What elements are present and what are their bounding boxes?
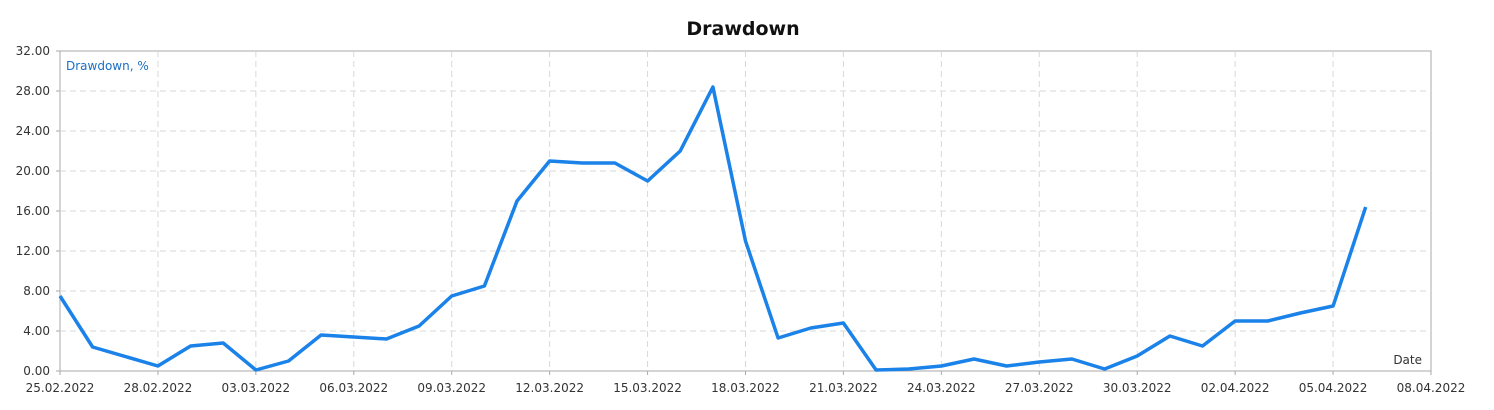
x-tick-label: 12.03.2022	[515, 381, 584, 395]
x-tick-label: 06.03.2022	[319, 381, 388, 395]
x-tick-label: 21.03.2022	[809, 381, 878, 395]
x-tick-label: 27.03.2022	[1005, 381, 1074, 395]
x-tick-label: 09.03.2022	[417, 381, 486, 395]
y-tick-label: 0.00	[23, 364, 50, 378]
y-tick-label: 20.00	[16, 164, 50, 178]
y-tick-label: 28.00	[16, 84, 50, 98]
x-axis-label: Date	[1393, 353, 1422, 367]
y-tick-label: 32.00	[16, 44, 50, 58]
y-tick-label: 8.00	[23, 284, 50, 298]
y-axis-label: Drawdown, %	[66, 59, 149, 73]
x-tick-label: 03.03.2022	[221, 381, 290, 395]
x-tick-label: 24.03.2022	[907, 381, 976, 395]
x-tick-label: 28.02.2022	[124, 381, 193, 395]
x-tick-label: 15.03.2022	[613, 381, 682, 395]
x-tick-label: 25.02.2022	[26, 381, 95, 395]
drawdown-line	[58, 85, 1368, 372]
y-tick-label: 16.00	[16, 204, 50, 218]
x-tick-label: 30.03.2022	[1103, 381, 1172, 395]
x-tick-label: 08.04.2022	[1397, 381, 1466, 395]
x-tick-label: 18.03.2022	[711, 381, 780, 395]
x-tick-label: 05.04.2022	[1299, 381, 1368, 395]
chart-title: Drawdown	[686, 18, 799, 40]
y-tick-label: 12.00	[16, 244, 50, 258]
x-tick-label: 02.04.2022	[1201, 381, 1270, 395]
y-tick-label: 24.00	[16, 124, 50, 138]
y-tick-label: 4.00	[23, 324, 50, 338]
